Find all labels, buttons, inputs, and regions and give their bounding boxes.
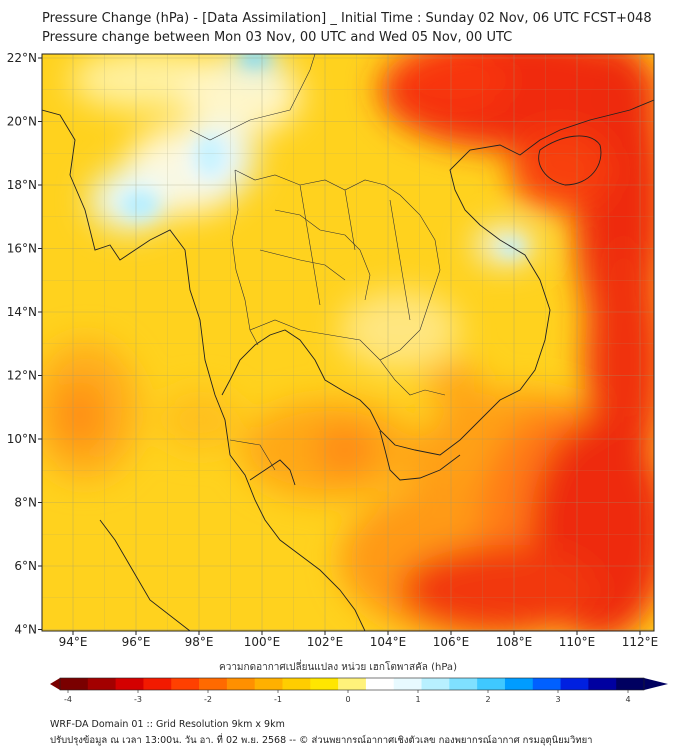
graticule [42,54,654,631]
lon-label: 112°E [622,635,659,649]
colorbar-bin [60,678,89,690]
colorbar-high-arrow [644,678,668,690]
colorbar-bin [532,678,562,690]
colorbar-bin [421,678,450,690]
colorbar-tick-label: -2 [204,695,212,704]
lon-label: 106°E [433,635,470,649]
update-credit: ปรับปรุงข้อมูล ณ เวลา 13:00น. วัน อา. ที… [50,735,593,746]
colorbar-tick-label: -1 [274,695,282,704]
colorbar-bin [393,678,423,690]
map-subtitle: Pressure change between Mon 03 Nov, 00 U… [42,30,513,45]
colorbar-bin [171,678,200,690]
colorbar-low-arrow [50,678,60,690]
lat-label: 10°N [7,432,37,446]
lon-label: 110°E [559,635,596,649]
lat-label: 20°N [7,115,37,129]
lon-label: 102°E [307,635,344,649]
colorbar-bin [282,678,311,690]
lon-label: 108°E [496,635,533,649]
lat-label: 6°N [14,559,37,573]
colorbar: -4 -3 -2 -1 0 1 2 3 4 [50,677,668,704]
colorbar-bin [560,678,589,690]
colorbar-bin [226,678,256,690]
colorbar-bin [115,678,144,690]
colorbar-tick-label: 3 [555,695,560,704]
lat-label: 12°N [7,369,37,383]
colorbar-bin [504,678,534,690]
colorbar-tick-label: -3 [134,695,142,704]
lat-axis-labels: 22°N 20°N 18°N 16°N 14°N 12°N 10°N 8°N 6°N 4°N [7,51,37,637]
lon-axis-labels: 94°E 96°E 98°E 100°E 102°E 104°E 106°E 108°E 110… [59,635,659,649]
colorbar-bin [338,678,367,690]
map-title: Pressure Change (hPa) - [Data Assimilati… [42,11,652,26]
pressure-field [42,54,654,631]
colorbar-bin [365,678,395,690]
colorbar-tick-label: 1 [415,695,420,704]
lat-label: 8°N [14,496,37,510]
coastlines [42,99,654,631]
colorbar-bin [254,678,283,690]
colorbar-bin [616,678,645,690]
lon-label: 104°E [370,635,407,649]
colorbar-bin [87,678,117,690]
colorbar-title: ความกดอากาศเปลี่ยนแปลง หน่วย เฮกโตพาสคัล… [219,662,457,673]
colorbar-tick-label: -4 [64,695,72,704]
colorbar-bin [449,678,478,690]
colorbar-tick-label: 0 [345,695,350,704]
colorbar-bin [477,678,506,690]
lat-label: 16°N [7,242,37,256]
colorbar-bin [310,678,339,690]
lon-label: 98°E [185,635,214,649]
plot-frame [41,53,655,632]
lat-label: 18°N [7,178,37,192]
colorbar-tick-label: 2 [485,695,490,704]
lat-label: 22°N [7,51,37,65]
lat-label: 14°N [7,305,37,319]
lat-label: 4°N [14,623,37,637]
lon-label: 94°E [59,635,88,649]
lon-label: 96°E [122,635,151,649]
colorbar-tick-label: 4 [625,695,630,704]
admin-borders [189,54,446,471]
lon-label: 100°E [244,635,281,649]
colorbar-bin [199,678,228,690]
colorbar-bin [588,678,617,690]
model-info: WRF-DA Domain 01 :: Grid Resolution 9km … [50,719,285,730]
colorbar-bin [143,678,172,690]
